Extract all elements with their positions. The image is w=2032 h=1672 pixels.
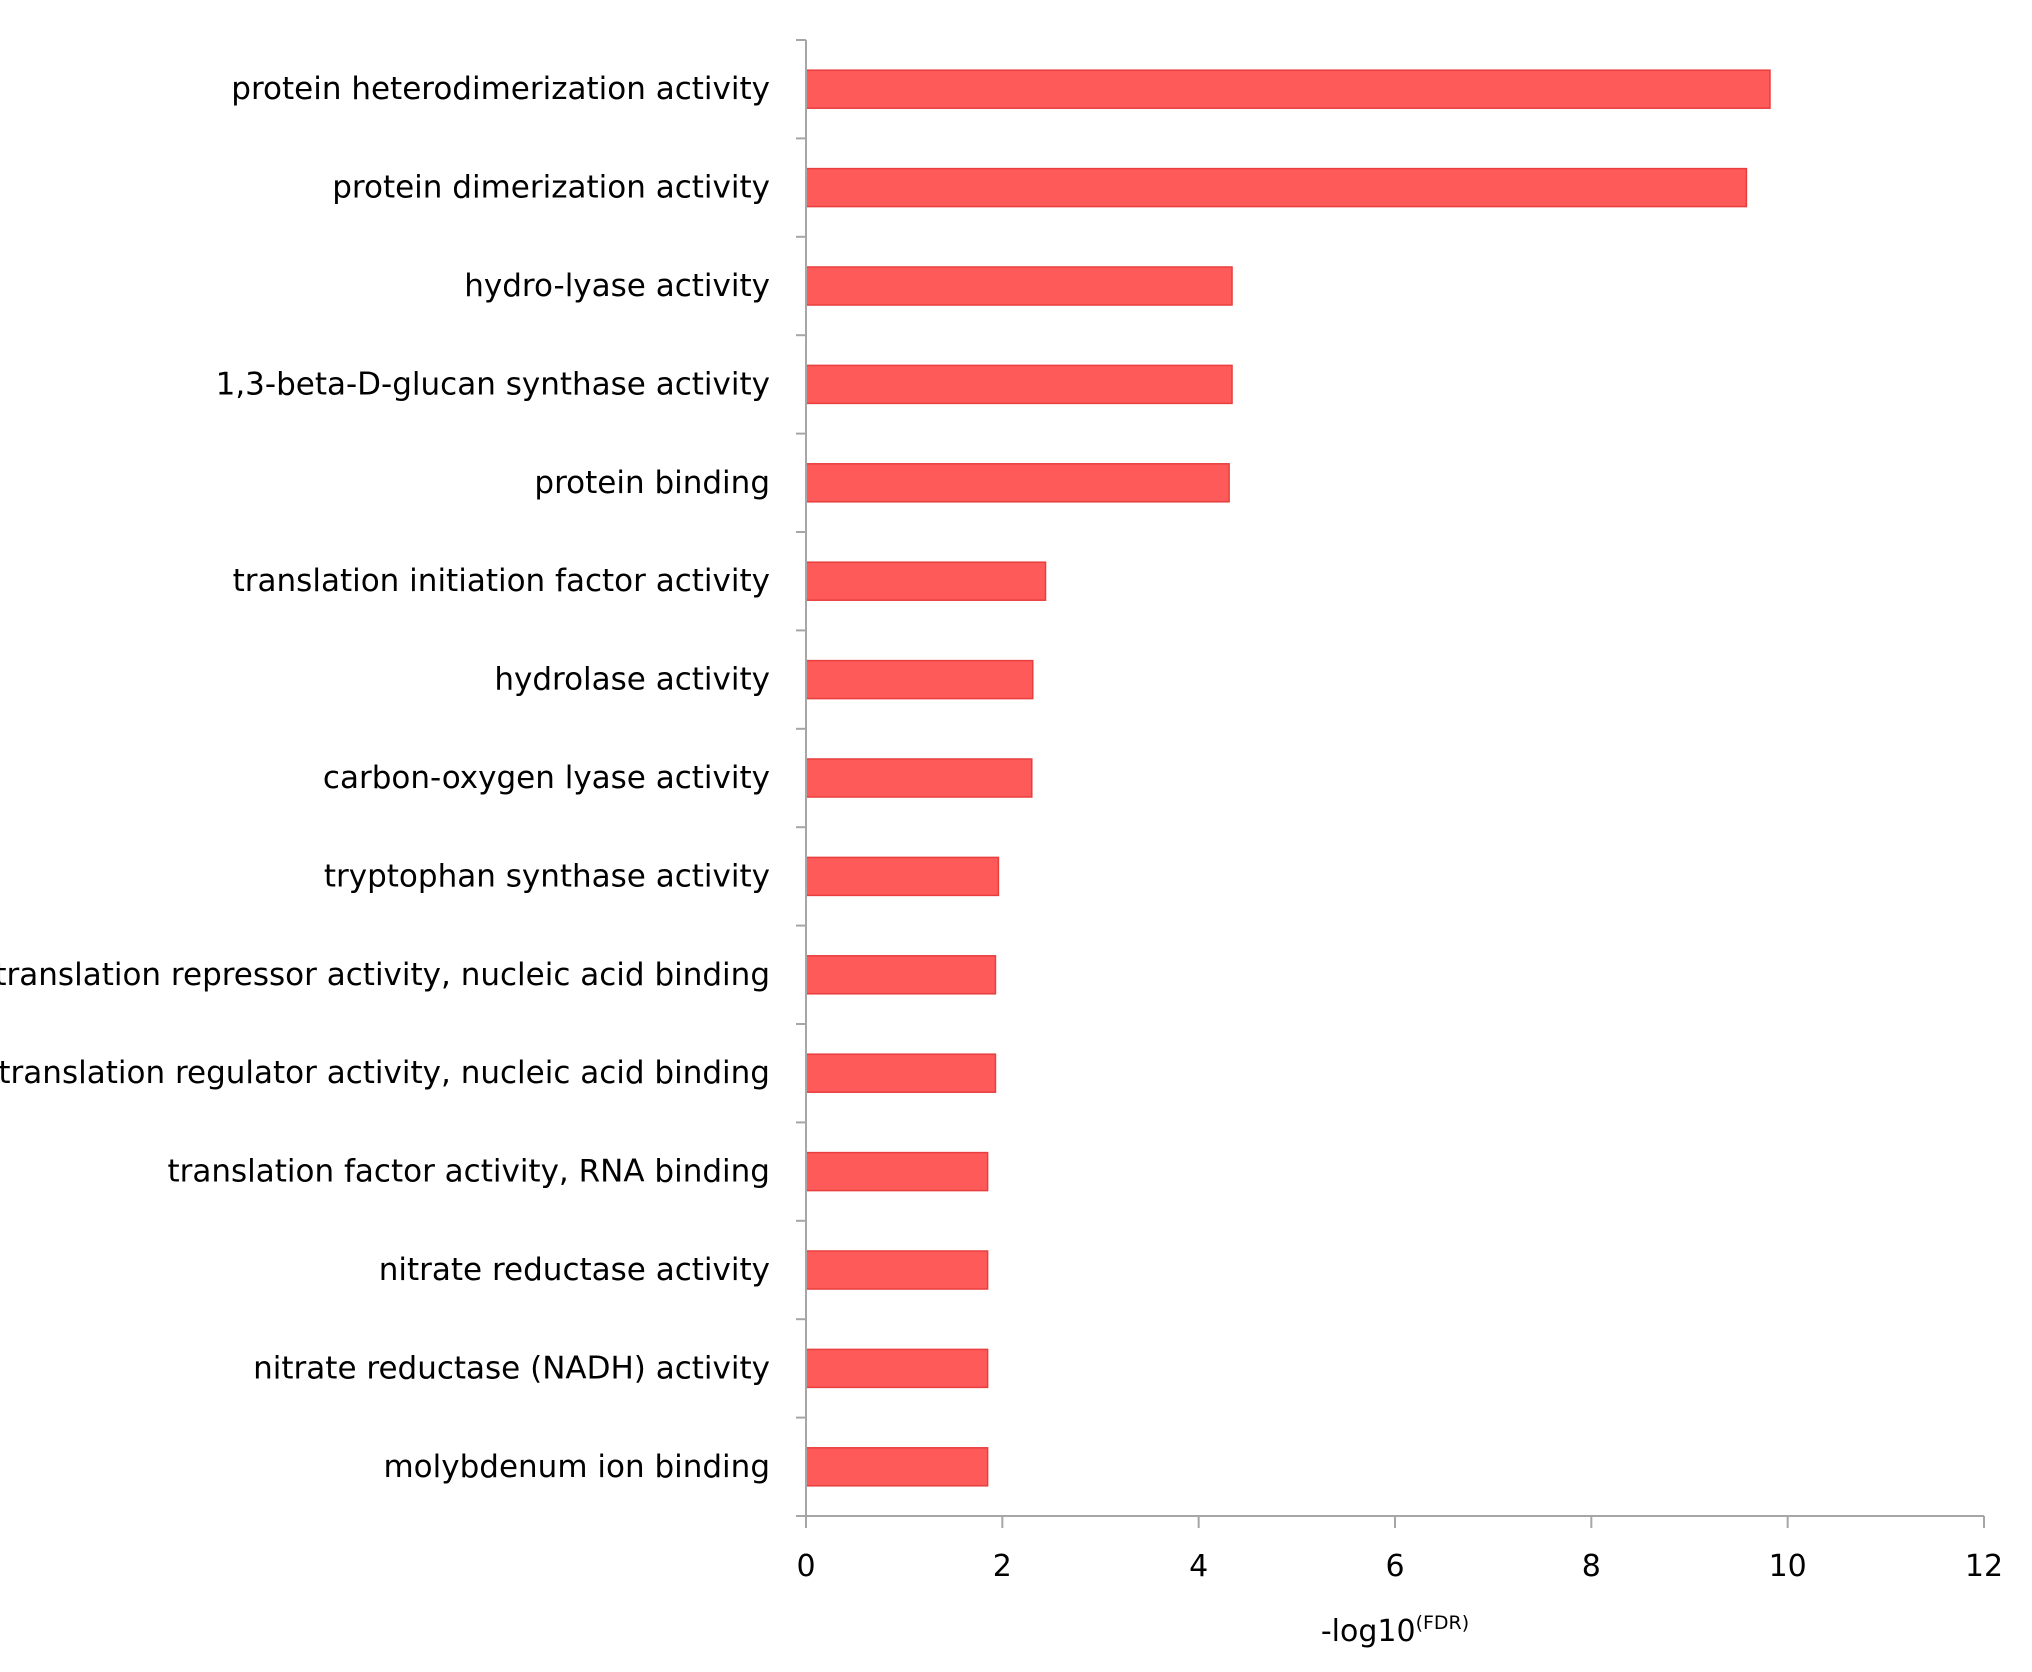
category-labels: protein heterodimerization activity prote… bbox=[0, 71, 770, 1485]
x-axis-title: -log10(FDR) bbox=[1321, 1612, 1469, 1649]
bar-1 bbox=[805, 69, 1771, 109]
category-label: protein dimerization activity bbox=[332, 170, 770, 206]
category-label: 1,3-beta-D-glucan synthase activity bbox=[216, 366, 770, 402]
category-label: carbon-oxygen lyase activity bbox=[323, 760, 770, 796]
bar-13 bbox=[805, 1250, 989, 1290]
category-label: hydro-lyase activity bbox=[464, 268, 770, 304]
bar-10 bbox=[805, 955, 997, 995]
bar-7 bbox=[805, 659, 1034, 700]
bar-4 bbox=[805, 364, 1233, 405]
x-tick-label: 6 bbox=[1385, 1549, 1404, 1584]
axes: 0 2 4 6 8 10 12 -log10(FDR) bbox=[796, 39, 2003, 1649]
x-tick-label: 12 bbox=[1965, 1549, 2003, 1584]
category-label: translation regulator activity, nucleic … bbox=[0, 1055, 770, 1091]
bar-2 bbox=[805, 167, 1748, 208]
x-axis-title-main: -log10 bbox=[1321, 1614, 1416, 1649]
category-label: translation repressor activity, nucleic … bbox=[0, 957, 770, 993]
bar-12 bbox=[805, 1151, 989, 1192]
category-label: hydrolase activity bbox=[494, 662, 770, 698]
category-label: nitrate reductase activity bbox=[379, 1252, 770, 1288]
bar-3 bbox=[805, 266, 1233, 306]
category-label: translation initiation factor activity bbox=[233, 563, 770, 599]
bar-9 bbox=[805, 856, 1000, 897]
category-label: nitrate reductase (NADH) activity bbox=[253, 1350, 770, 1386]
x-tick-label: 8 bbox=[1582, 1549, 1601, 1584]
bar-8 bbox=[805, 758, 1033, 798]
category-label: translation factor activity, RNA binding bbox=[167, 1154, 770, 1190]
bar-6 bbox=[805, 561, 1047, 601]
x-tick-label: 10 bbox=[1769, 1549, 1807, 1584]
x-tick-label: 4 bbox=[1189, 1549, 1208, 1584]
x-tick-label: 0 bbox=[796, 1549, 815, 1584]
bars-layer bbox=[805, 69, 1771, 1487]
bar-15 bbox=[805, 1447, 989, 1487]
bar-11 bbox=[805, 1053, 997, 1093]
category-label: tryptophan synthase activity bbox=[324, 858, 770, 894]
x-axis-title-superscript: (FDR) bbox=[1416, 1612, 1470, 1634]
category-label: molybdenum ion binding bbox=[383, 1449, 770, 1485]
category-label: protein binding bbox=[534, 465, 770, 501]
x-tick-label: 2 bbox=[993, 1549, 1012, 1584]
category-label: protein heterodimerization activity bbox=[231, 71, 770, 107]
bar-14 bbox=[805, 1348, 989, 1389]
bar-5 bbox=[805, 463, 1230, 503]
